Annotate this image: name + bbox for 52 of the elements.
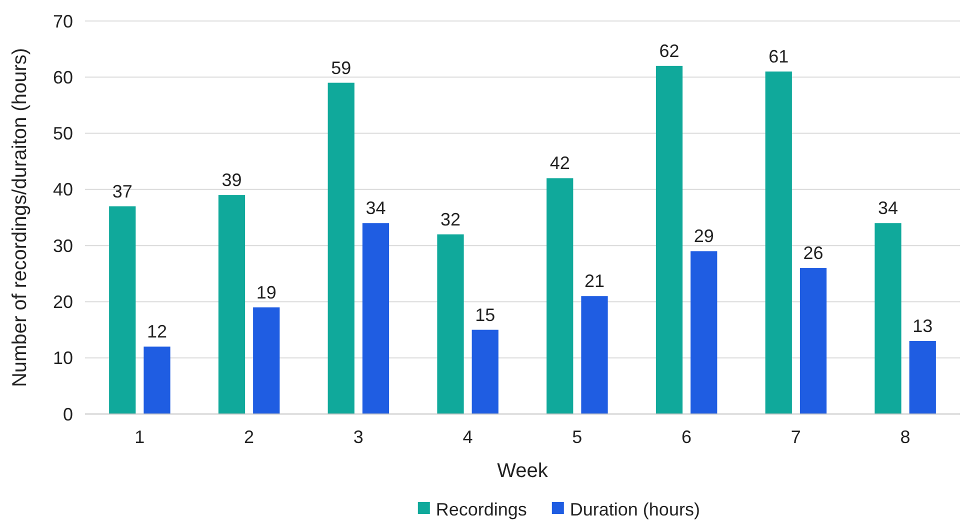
data-label: 26	[803, 243, 824, 264]
y-tick-label: 60	[52, 67, 73, 88]
legend-label: Duration (hours)	[570, 499, 700, 520]
x-tick-label: 7	[790, 427, 801, 447]
x-tick-label: 5	[572, 427, 582, 447]
data-label: 29	[694, 226, 714, 246]
data-label: 61	[768, 46, 789, 67]
bar	[874, 223, 902, 414]
legend-label: Recordings	[436, 499, 527, 520]
data-label: 13	[912, 316, 933, 336]
data-label: 34	[878, 198, 898, 218]
data-label: 12	[146, 322, 168, 342]
y-tick-label: 30	[52, 236, 73, 256]
bar	[472, 330, 498, 414]
data-label: 21	[584, 271, 605, 292]
data-label: 34	[366, 198, 386, 218]
bar	[218, 195, 246, 414]
bar	[765, 72, 792, 414]
data-label: 42	[550, 153, 570, 174]
x-tick-label: 1	[134, 427, 145, 447]
y-tick-label: 40	[52, 180, 73, 200]
bar	[909, 341, 936, 414]
data-label: 39	[222, 170, 242, 190]
bar	[362, 223, 390, 414]
y-axis-title: Number of recordings/duraiton (hours)	[9, 48, 31, 388]
bar	[546, 178, 574, 414]
x-tick-label: 8	[900, 427, 910, 447]
bar	[581, 296, 608, 414]
data-label: 59	[331, 58, 352, 78]
x-tick-label: 3	[353, 427, 364, 447]
bar	[328, 82, 354, 414]
bar	[656, 66, 683, 414]
data-label: 32	[440, 209, 461, 230]
x-axis-title: Week	[497, 460, 549, 482]
bar	[800, 268, 827, 414]
data-label: 15	[475, 304, 496, 325]
x-tick-label: 6	[682, 427, 692, 447]
bar	[690, 251, 718, 414]
x-tick-label: 4	[462, 427, 473, 447]
y-tick-label: 50	[52, 124, 73, 144]
y-tick-label: 20	[52, 292, 73, 312]
data-label: 37	[112, 181, 132, 202]
bar	[144, 346, 170, 414]
y-tick-label: 10	[52, 348, 73, 368]
data-label: 62	[659, 40, 680, 61]
y-tick-label: 0	[62, 404, 73, 424]
x-tick-label: 2	[244, 427, 254, 447]
bar	[109, 206, 136, 414]
bar	[437, 234, 464, 414]
data-label: 19	[256, 282, 276, 302]
bar	[253, 307, 280, 414]
y-tick-label: 70	[52, 11, 73, 32]
